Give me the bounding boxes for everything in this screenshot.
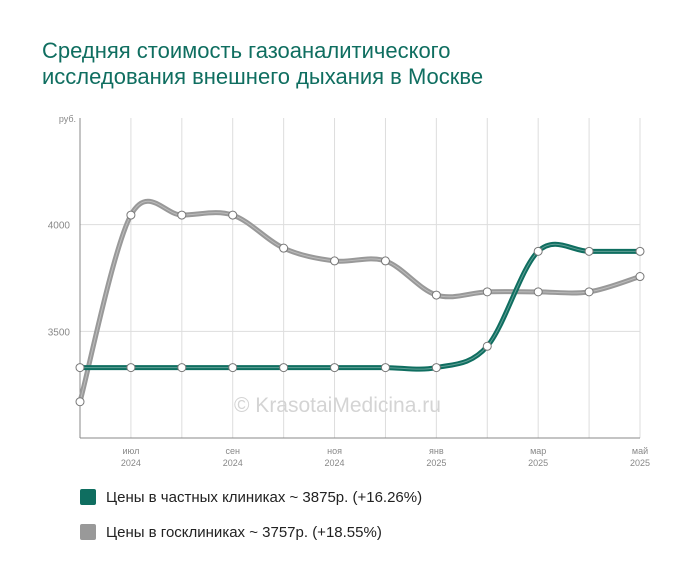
data-point-public — [177, 210, 187, 220]
data-point-private — [126, 363, 136, 373]
data-point-private — [279, 363, 289, 373]
data-point-private — [177, 363, 187, 373]
data-point-public — [75, 397, 85, 407]
y-axis-unit-label: руб. — [59, 114, 76, 124]
x-tick-label-month: мар — [530, 446, 546, 456]
data-point-public — [330, 256, 340, 266]
legend-label-public: Цены в госклиниках ~ 3757р. (+18.55%) — [106, 523, 382, 541]
series-line-private — [77, 241, 643, 372]
x-tick-label-month: янв — [429, 446, 444, 456]
legend-item-private[interactable]: Цены в частных клиниках ~ 3875р. (+16.26… — [80, 486, 422, 508]
x-tick-label-month: июл — [122, 446, 139, 456]
x-tick-label-year: 2025 — [630, 458, 650, 468]
x-tick-label-year: 2025 — [426, 458, 446, 468]
series-line-highlight — [79, 200, 641, 402]
data-point-public — [279, 243, 289, 253]
data-point-private — [380, 363, 390, 373]
chart-title: Средняя стоимость газоаналитического исс… — [42, 38, 662, 90]
data-point-private — [330, 363, 340, 373]
data-point-private — [635, 246, 645, 256]
legend-swatch-public — [80, 524, 96, 540]
data-point-public — [126, 210, 136, 220]
data-point-private — [533, 246, 543, 256]
chart-title-line-2: исследования внешнего дыхания в Москве — [42, 64, 484, 89]
data-point-public — [533, 287, 543, 297]
x-tick-label-month: сен — [225, 446, 240, 456]
data-point-private — [431, 363, 441, 373]
data-point-private — [584, 246, 594, 256]
legend: Цены в частных клиниках ~ 3875р. (+16.26… — [80, 486, 422, 556]
x-tick-label-year: 2024 — [121, 458, 141, 468]
data-point-private — [482, 341, 492, 351]
data-point-private — [228, 363, 238, 373]
legend-swatch-private — [80, 489, 96, 505]
chart-title-line-1: Средняя стоимость газоаналитического — [42, 38, 451, 63]
legend-item-public[interactable]: Цены в госклиниках ~ 3757р. (+18.55%) — [80, 521, 422, 543]
data-point-public — [635, 272, 645, 282]
x-tick-label-year: 2024 — [223, 458, 243, 468]
x-tick-label-month: ноя — [327, 446, 342, 456]
legend-label-private: Цены в частных клиниках ~ 3875р. (+16.26… — [106, 488, 423, 506]
y-tick-label: 3500 — [48, 327, 71, 338]
series-line-highlight — [80, 243, 640, 370]
data-point-private — [75, 363, 85, 373]
data-point-public — [482, 287, 492, 297]
x-tick-label-year: 2025 — [528, 458, 548, 468]
y-tick-label: 4000 — [48, 221, 71, 232]
data-point-public — [228, 210, 238, 220]
data-point-public — [431, 290, 441, 300]
x-tick-label-month: май — [632, 446, 648, 456]
data-point-public — [584, 287, 594, 297]
watermark: © KrasotaiMedicina.ru — [234, 394, 441, 417]
series-line-public — [77, 198, 643, 405]
x-tick-label-year: 2024 — [325, 458, 345, 468]
data-point-public — [380, 256, 390, 266]
